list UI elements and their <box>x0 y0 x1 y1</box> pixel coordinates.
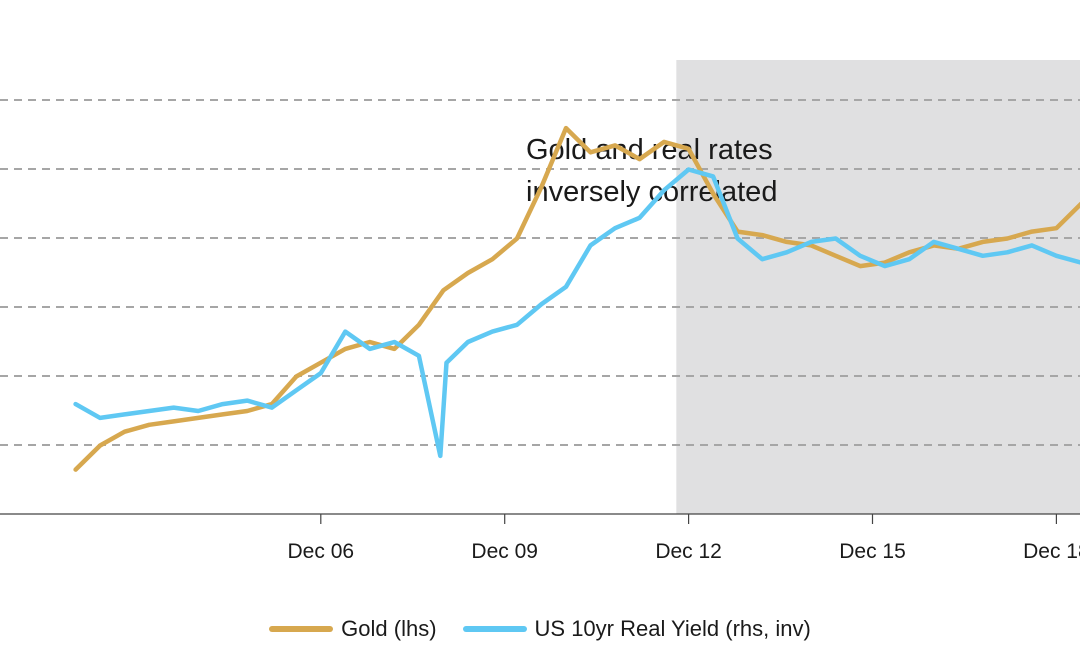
legend-swatch-real-yield <box>462 626 527 632</box>
shaded-region <box>676 60 1080 514</box>
x-tick-label: Dec 06 <box>288 540 355 563</box>
legend-item-real-yield: US 10yr Real Yield (rhs, inv) <box>462 616 811 642</box>
series-real-yield-line <box>73 167 1080 459</box>
x-tick-label: Dec 09 <box>471 540 538 563</box>
legend: Gold (lhs) US 10yr Real Yield (rhs, inv) <box>0 616 1080 642</box>
legend-label-real-yield: US 10yr Real Yield (rhs, inv) <box>534 616 811 641</box>
x-tick-label: Dec 18 <box>1023 540 1080 563</box>
x-tick-label: Dec 15 <box>839 540 906 563</box>
x-tick-label: Dec 12 <box>655 540 722 563</box>
legend-label-gold: Gold (lhs) <box>341 616 437 641</box>
legend-swatch-gold <box>269 626 334 632</box>
legend-item-gold: Gold (lhs) <box>269 616 437 642</box>
